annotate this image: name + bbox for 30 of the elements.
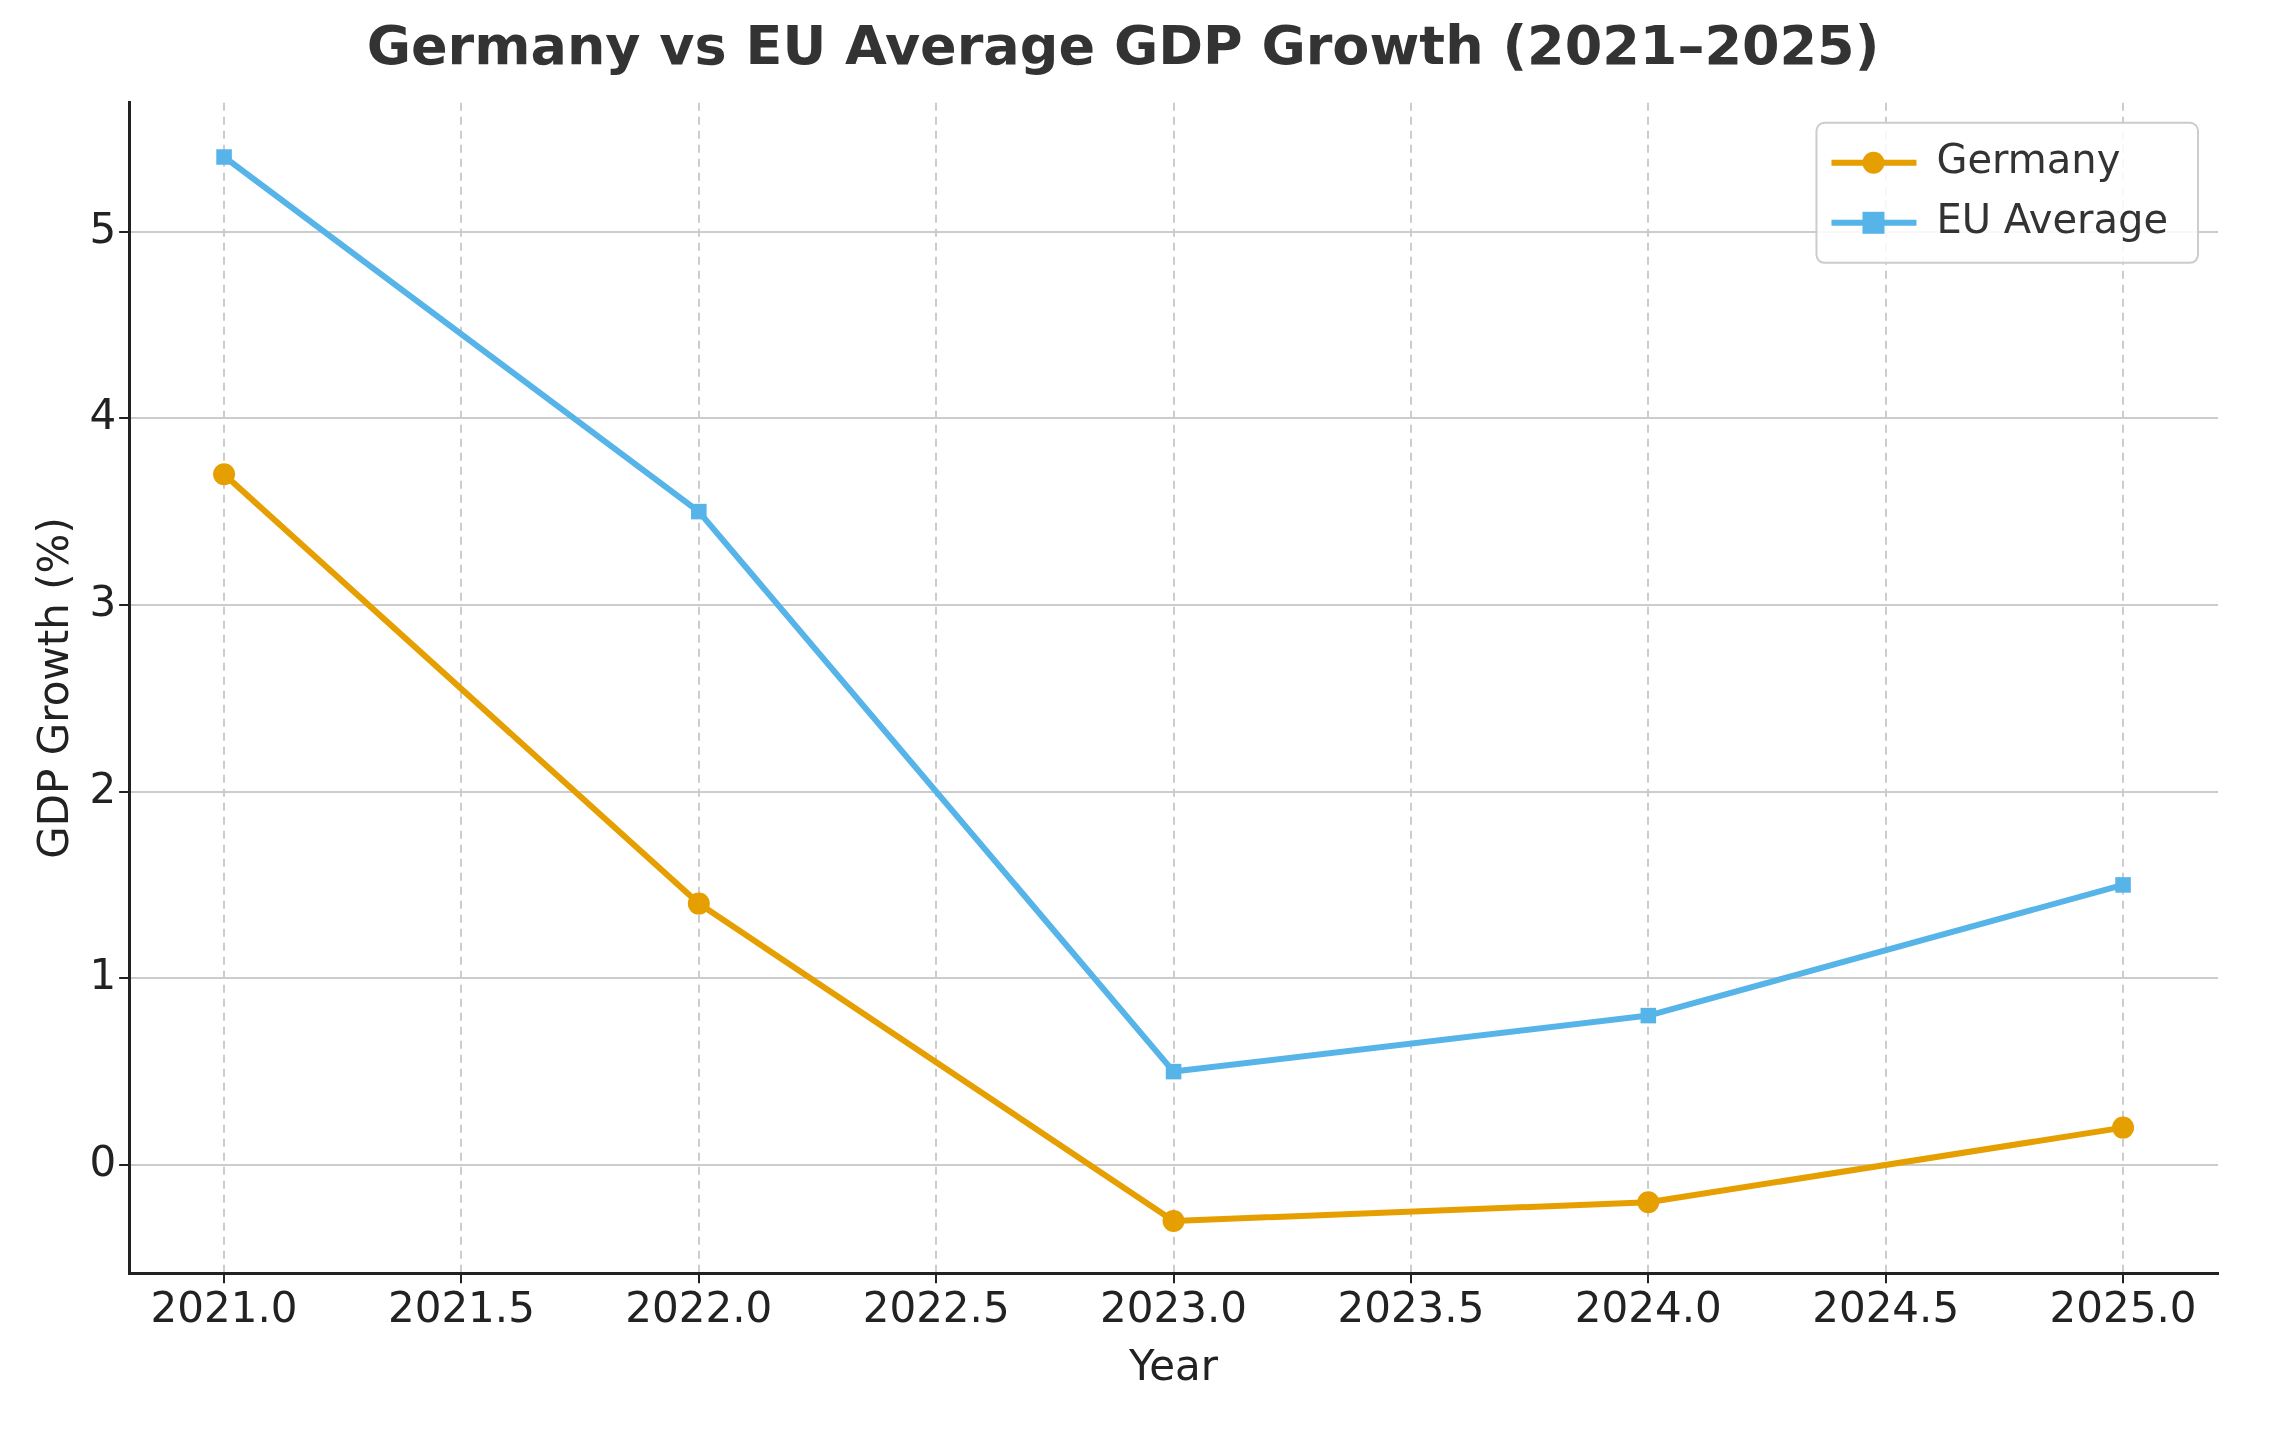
y-tick-label: 3	[89, 576, 117, 626]
x-tick-label: 2025.0	[2049, 1283, 2197, 1333]
y-tick-label: 4	[89, 390, 117, 440]
point	[2112, 1116, 2135, 1139]
point	[1640, 1007, 1657, 1024]
point	[687, 892, 710, 915]
y-tick-label: 5	[89, 203, 117, 253]
x-tick-label: 2024.5	[1812, 1283, 1960, 1333]
point	[1162, 1209, 1185, 1232]
x-tick-label: 2021.5	[387, 1283, 535, 1333]
x-axis-title: Year	[1128, 1340, 1219, 1390]
x-tick-label: 2024.0	[1574, 1283, 1722, 1333]
point	[2115, 877, 2131, 893]
legend-label: EU Average	[1936, 196, 2169, 243]
y-tick-label: 2	[89, 763, 117, 813]
point	[1637, 1191, 1660, 1214]
point	[691, 503, 707, 520]
point	[1165, 1063, 1182, 1080]
legend-label: Germany	[1936, 136, 2121, 183]
x-tick-label: 2022.5	[862, 1283, 1010, 1333]
y-axis-title: GDP Growth (%)	[29, 517, 79, 859]
x-tick-label: 2023.0	[1100, 1283, 1248, 1333]
y-tick-label: 0	[89, 1136, 117, 1186]
x-tick-label: 2021.0	[150, 1283, 298, 1333]
point	[213, 463, 236, 486]
y-tick-label: 1	[89, 950, 117, 1000]
x-tick-label: 2023.5	[1337, 1283, 1485, 1333]
chart-title: Germany vs EU Average GDP Growth (2021–2025)	[366, 14, 1880, 78]
point	[216, 149, 232, 165]
x-tick-label: 2022.0	[625, 1283, 773, 1333]
